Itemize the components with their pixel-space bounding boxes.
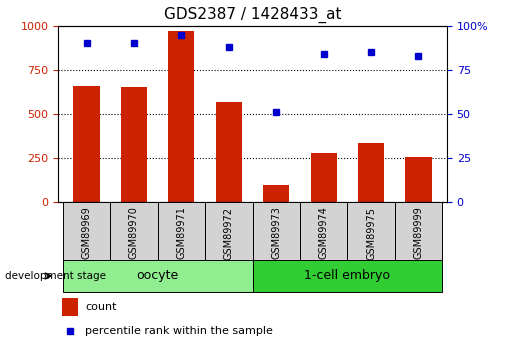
- Bar: [358, 143, 384, 202]
- Bar: [121, 87, 147, 202]
- Bar: [395, 202, 442, 260]
- Bar: [406, 157, 431, 202]
- Text: percentile rank within the sample: percentile rank within the sample: [85, 326, 273, 336]
- Text: GSM89974: GSM89974: [319, 207, 329, 259]
- Text: GSM89999: GSM89999: [414, 207, 424, 259]
- Text: GSM89972: GSM89972: [224, 207, 234, 259]
- Bar: [205, 202, 252, 260]
- Bar: [252, 260, 442, 292]
- Text: count: count: [85, 302, 117, 312]
- Title: GDS2387 / 1428433_at: GDS2387 / 1428433_at: [164, 7, 341, 23]
- Bar: [63, 202, 110, 260]
- Text: oocyte: oocyte: [136, 269, 179, 283]
- Text: 1-cell embryo: 1-cell embryo: [305, 269, 390, 283]
- Text: development stage: development stage: [5, 271, 106, 281]
- Bar: [347, 202, 395, 260]
- Text: GSM89975: GSM89975: [366, 207, 376, 259]
- Bar: [158, 202, 205, 260]
- Bar: [311, 152, 337, 202]
- Bar: [216, 102, 242, 202]
- Bar: [263, 185, 289, 202]
- Bar: [62, 298, 78, 316]
- Text: GSM89970: GSM89970: [129, 207, 139, 259]
- Bar: [110, 202, 158, 260]
- Bar: [300, 202, 347, 260]
- Bar: [63, 260, 252, 292]
- Bar: [168, 31, 194, 202]
- Bar: [252, 202, 300, 260]
- Text: GSM89973: GSM89973: [271, 207, 281, 259]
- Bar: [74, 86, 99, 202]
- Text: GSM89971: GSM89971: [176, 207, 186, 259]
- Text: GSM89969: GSM89969: [81, 207, 91, 259]
